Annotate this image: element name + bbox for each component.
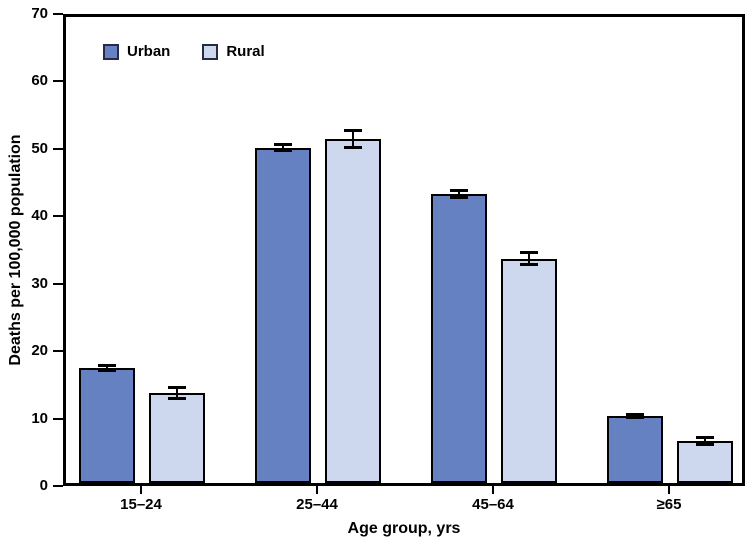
x-axis-title: Age group, yrs: [347, 520, 461, 537]
error-bar-cap-top: [344, 129, 362, 133]
error-bar-cap-bottom: [696, 443, 714, 447]
error-bar-cap-top: [626, 412, 644, 416]
y-axis-tick: [53, 13, 63, 15]
legend-label-urban: Urban: [127, 43, 171, 60]
x-category-label: 45–64: [472, 496, 514, 513]
y-axis-tick: [53, 215, 63, 218]
error-bar-cap-bottom: [344, 145, 362, 149]
bar-rural: [501, 258, 557, 483]
bar-urban: [255, 147, 311, 483]
y-axis-tick: [53, 147, 63, 150]
error-bar-line: [528, 252, 530, 266]
x-category-label: 15–24: [120, 496, 162, 513]
y-axis-tick-label: 50: [31, 139, 48, 157]
x-axis-tick: [316, 486, 318, 494]
y-axis-tick-label: 70: [31, 5, 48, 22]
error-bar-cap-top: [274, 143, 292, 147]
plot-area: Urban Rural: [63, 14, 745, 486]
error-bar-cap-top: [520, 251, 538, 254]
error-bar-line: [352, 130, 354, 148]
y-axis-tick: [53, 80, 63, 83]
plot-inner: Urban Rural: [66, 17, 742, 483]
y-axis-tick: [53, 350, 63, 353]
error-bar-line: [704, 437, 706, 446]
bar-urban: [431, 194, 487, 483]
y-axis-tick-label: 10: [31, 409, 48, 427]
x-axis-tick: [668, 486, 670, 494]
error-bar-line: [176, 386, 178, 399]
error-bar-cap-top: [168, 385, 186, 389]
error-bar-cap-bottom: [626, 415, 644, 419]
error-bar-cap-bottom: [98, 369, 116, 373]
bar-urban: [607, 415, 663, 483]
legend: Urban Rural: [103, 43, 297, 60]
bar-rural: [325, 138, 381, 483]
error-bar-cap-top: [98, 363, 116, 367]
error-bar-line: [282, 144, 284, 151]
y-axis-tick-label: 30: [31, 274, 48, 292]
bar-rural: [149, 392, 205, 483]
y-axis-tick: [53, 282, 63, 285]
legend-label-rural: Rural: [226, 43, 265, 60]
x-axis-tick: [140, 486, 142, 494]
bar-urban: [79, 367, 135, 483]
error-bar-cap-bottom: [274, 148, 292, 152]
y-axis-tick-label: 40: [31, 207, 48, 225]
error-bar-cap-bottom: [520, 263, 538, 267]
error-bar-cap-top: [696, 436, 714, 440]
x-axis-tick: [492, 486, 494, 494]
error-bar-cap-bottom: [168, 396, 186, 400]
y-axis-tick-label: 0: [39, 477, 48, 494]
x-category-label: 25–44: [296, 496, 338, 513]
y-axis-tick-label: 60: [31, 72, 48, 90]
y-axis-title: Deaths per 100,000 population: [7, 134, 24, 366]
error-bar-line: [106, 364, 108, 372]
legend-swatch-rural: [202, 43, 219, 60]
legend-swatch-urban: [103, 43, 119, 60]
error-bar-cap-top: [450, 189, 468, 193]
bar-rural: [677, 441, 733, 483]
x-category-label: ≥65: [656, 496, 682, 513]
y-axis-tick: [53, 485, 63, 487]
y-axis-tick-label: 20: [31, 342, 48, 360]
y-axis-tick: [53, 417, 63, 420]
error-bar-cap-bottom: [450, 196, 468, 200]
error-bar-line: [458, 190, 460, 199]
